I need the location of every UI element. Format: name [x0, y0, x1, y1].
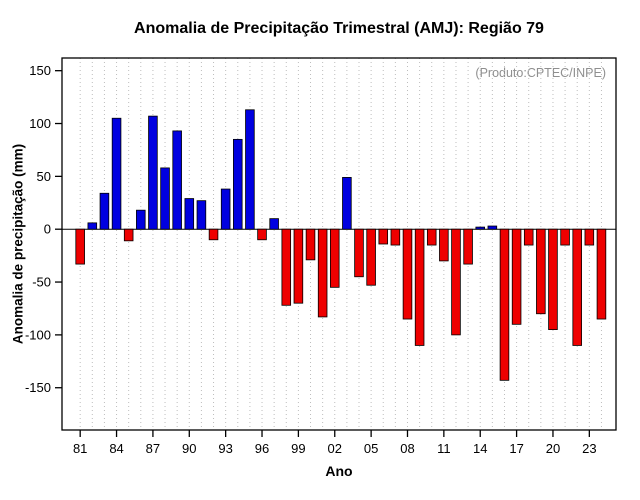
x-tick-label: 14	[473, 441, 487, 456]
x-tick-label: 08	[400, 441, 414, 456]
anomaly-bar	[160, 167, 170, 230]
anomaly-bar	[269, 218, 279, 230]
anomaly-bar	[305, 228, 316, 261]
anomaly-bar	[136, 209, 146, 230]
x-tick-label: 90	[182, 441, 196, 456]
anomaly-bar	[572, 228, 582, 346]
plot-frame	[61, 57, 617, 431]
anomaly-bar	[196, 200, 207, 230]
anomaly-bar	[245, 109, 255, 230]
x-tick-label: 96	[255, 441, 269, 456]
y-tick-label: 100	[29, 116, 51, 131]
anomaly-bar	[523, 228, 534, 246]
y-tick-label: -100	[25, 327, 51, 342]
anomaly-bar	[451, 228, 461, 336]
y-tick-label: 150	[29, 63, 51, 78]
y-tick-label: -150	[25, 380, 51, 395]
anomaly-bar	[257, 228, 267, 241]
anomaly-bar	[378, 228, 389, 245]
chart-title: Anomalia de Precipitação Trimestral (AMJ…	[134, 20, 544, 37]
anomaly-bar	[511, 228, 522, 325]
x-tick-label: 23	[582, 441, 596, 456]
x-tick-label: 11	[437, 441, 451, 456]
source-annotation: (Produto:CPTEC/INPE)	[475, 66, 606, 80]
anomaly-bar	[402, 228, 413, 320]
anomaly-bar	[596, 228, 607, 320]
anomaly-bar	[548, 228, 558, 331]
anomaly-bar	[75, 228, 85, 265]
anomaly-bar	[499, 228, 510, 381]
y-tick-label: 50	[37, 169, 51, 184]
anomaly-bar	[317, 228, 328, 318]
x-tick-label: 87	[146, 441, 160, 456]
anomaly-bar	[342, 177, 352, 230]
anomaly-bar	[123, 228, 134, 242]
anomaly-bar	[293, 228, 304, 304]
anomaly-bar	[426, 228, 437, 246]
x-tick-label: 17	[509, 441, 523, 456]
x-tick-label: 93	[218, 441, 232, 456]
x-tick-label: 20	[546, 441, 560, 456]
anomaly-bar	[560, 228, 570, 246]
x-tick-label: 05	[364, 441, 378, 456]
anomaly-bar	[233, 138, 243, 230]
x-tick-label: 02	[328, 441, 342, 456]
x-axis-label: Ano	[325, 463, 353, 479]
anomaly-bar	[87, 222, 98, 230]
anomaly-bar	[475, 226, 485, 230]
anomaly-bar	[148, 115, 158, 230]
x-tick-label: 81	[73, 441, 87, 456]
anomaly-bar	[208, 228, 219, 241]
anomaly-bar	[281, 228, 292, 306]
anomaly-bar	[414, 228, 425, 346]
anomaly-bar	[172, 130, 182, 230]
anomaly-bar	[366, 228, 376, 286]
anomaly-bar	[111, 117, 122, 230]
anomaly-bar	[487, 225, 498, 230]
anomaly-bar	[463, 228, 473, 265]
y-tick-label: 0	[44, 222, 51, 237]
anomaly-bar	[584, 228, 595, 246]
anomaly-bar	[536, 228, 546, 315]
x-tick-label: 99	[291, 441, 305, 456]
x-tick-label: 84	[109, 441, 123, 456]
anomaly-bar	[390, 228, 401, 246]
anomaly-bar	[99, 192, 110, 230]
anomaly-bar	[354, 228, 364, 278]
anomaly-bar	[329, 228, 340, 288]
y-tick-label: -50	[32, 275, 51, 290]
anomaly-bar	[184, 198, 195, 230]
anomaly-bar	[220, 188, 231, 230]
anomaly-bar	[439, 228, 449, 262]
